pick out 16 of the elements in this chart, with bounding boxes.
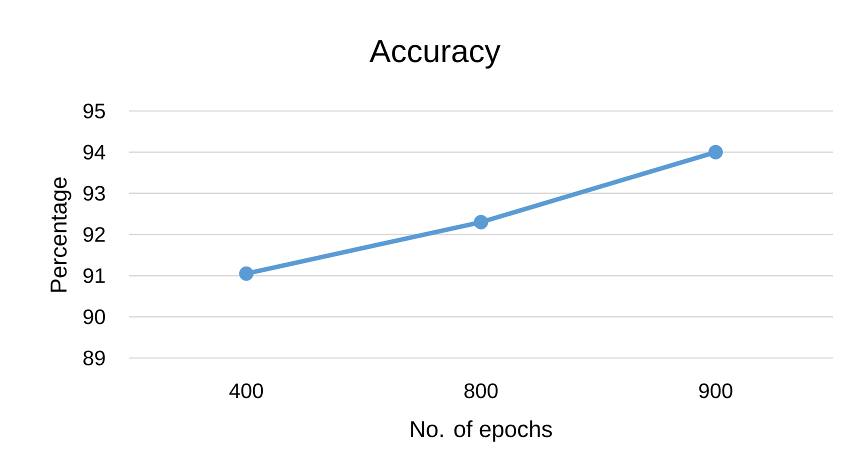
y-tick-label: 91 <box>84 268 105 284</box>
y-tick-label: 93 <box>84 186 105 201</box>
point <box>239 266 254 281</box>
point <box>474 214 488 230</box>
x-tick-label: 900 <box>699 383 732 398</box>
y-tick-label: 90 <box>84 309 105 324</box>
y-tick-label: 94 <box>84 144 106 160</box>
y-tick-label: 92 <box>84 227 105 242</box>
y-tick-label: 95 <box>84 104 105 118</box>
y-tick-label: 89 <box>83 350 105 366</box>
y-axis-title: Percentage <box>50 177 72 292</box>
point <box>708 144 723 160</box>
chart-title: Accuracy <box>370 40 500 69</box>
x-axis-title: No. of epochs <box>411 420 552 442</box>
x-tick-label: 400 <box>229 383 263 398</box>
x-tick-label: 800 <box>464 383 498 398</box>
